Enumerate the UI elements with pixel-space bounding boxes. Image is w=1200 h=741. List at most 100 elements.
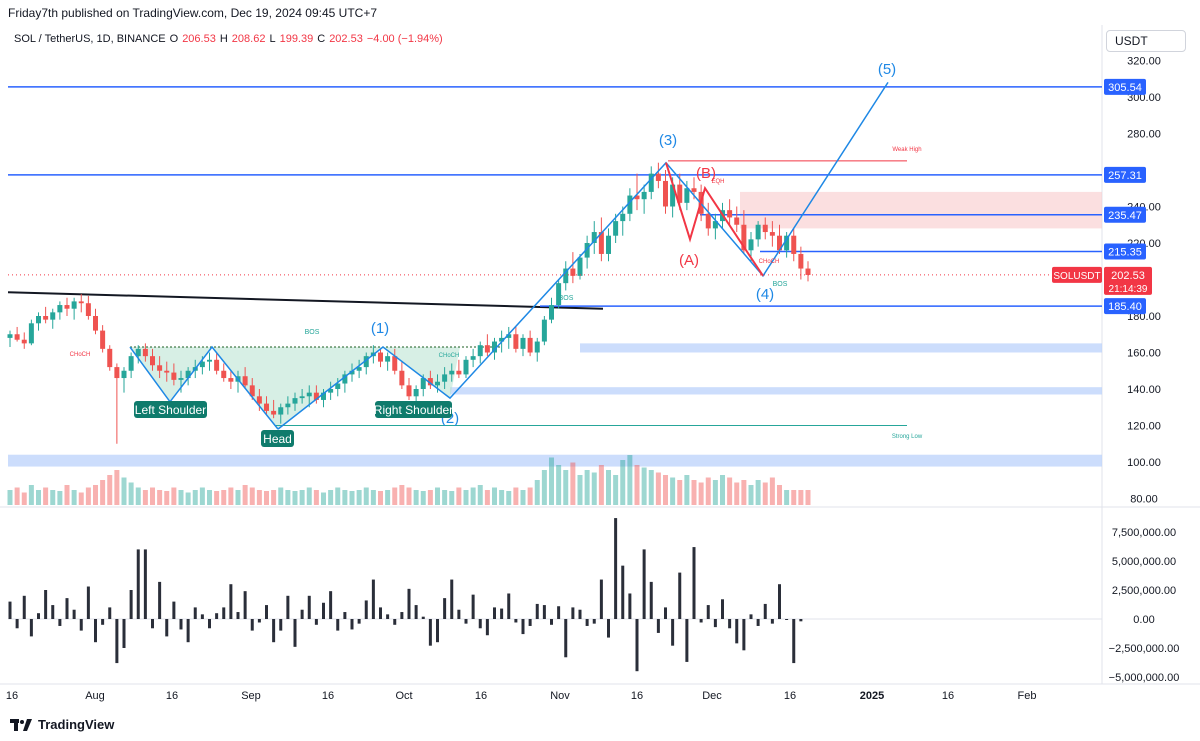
candle-body [606, 235, 611, 254]
candle-body [413, 389, 419, 397]
volume-bar [192, 490, 198, 505]
volume-bar [85, 487, 91, 505]
candle-body [513, 334, 519, 349]
candle-body [256, 396, 262, 404]
candle-body [563, 268, 569, 284]
volume-bar [634, 465, 640, 505]
volume-bar [306, 487, 312, 505]
candle-body [712, 221, 718, 229]
volume-bar [50, 490, 56, 505]
oscillator-bar [229, 584, 233, 619]
volume-bar [363, 487, 369, 505]
candle-body [734, 217, 740, 225]
corrective-wave-label: (A) [679, 252, 699, 269]
volume-bar [207, 490, 212, 505]
volume-bar [527, 487, 533, 505]
tradingview-logo[interactable]: TradingView [10, 717, 114, 732]
volume-bar [335, 487, 341, 505]
level-tag-bg [1104, 78, 1146, 95]
oscillator-bar [22, 595, 26, 619]
volume-bar [406, 487, 412, 505]
volume-bar [378, 491, 383, 505]
candle-body [71, 301, 77, 309]
oscillator-bar [656, 619, 660, 633]
oscillator-bar [407, 588, 411, 619]
volume-bar [798, 490, 804, 505]
currency-selector[interactable]: USDT [1106, 30, 1186, 52]
candle-body [534, 341, 540, 353]
candle-body [748, 239, 754, 251]
candle-body [78, 301, 84, 304]
oscillator-bar [614, 518, 618, 619]
oscillator-bar [200, 614, 204, 619]
volume-bar [705, 477, 711, 505]
oscillator-bar [635, 619, 639, 672]
volume-bar [285, 490, 291, 505]
volume-bar [670, 477, 676, 505]
volume-bar [21, 492, 27, 505]
oscillator-bar [350, 619, 354, 630]
tradingview-logo-icon [10, 718, 32, 731]
time-axis-tick: Aug [85, 690, 105, 702]
candle-body [249, 385, 255, 397]
candle-body [570, 268, 576, 276]
oscillator-bar [535, 603, 539, 619]
time-axis-tick: 2025 [860, 690, 884, 702]
close-value: 202.53 [329, 33, 363, 45]
candle-body [705, 213, 711, 229]
time-axis-tick: Nov [550, 690, 570, 702]
volume-bar [164, 491, 170, 505]
candle-body [435, 381, 440, 386]
oscillator-bar [742, 619, 746, 651]
oscillator-bar [685, 619, 689, 662]
candle-body [727, 210, 733, 218]
oscillator-bar [172, 601, 176, 619]
candle-body [128, 356, 134, 371]
candle-body [655, 173, 661, 181]
level-tag: 185.40 [1108, 301, 1142, 313]
volume-bar [43, 487, 49, 505]
wave-label: (1) [371, 320, 389, 337]
volume-bar [784, 490, 790, 505]
oscillator-bar [314, 619, 318, 625]
pattern-path [129, 345, 279, 430]
candle-body [648, 173, 654, 192]
oscillator-bar [265, 605, 268, 619]
descending-trendline [7, 291, 604, 310]
time-axis-tick: 16 [322, 690, 334, 702]
oscillator-bar [165, 619, 169, 637]
oscillator-bar [642, 549, 646, 619]
volume-bar [178, 490, 184, 505]
footer-brand: TradingView [38, 717, 115, 732]
candle-body [392, 356, 398, 371]
candle-body [321, 392, 326, 400]
symbol-name[interactable]: SOL / TetherUS, 1D, BINANCE [14, 33, 166, 45]
oscillator-bar [400, 612, 404, 619]
candle-body [214, 359, 220, 371]
candle-body [278, 407, 284, 415]
lower-axis-tick: 7,500,000.00 [1112, 527, 1176, 539]
oscillator-bar [286, 595, 290, 619]
oscillator-bar [713, 619, 717, 628]
oscillator-bar [671, 619, 675, 646]
oscillator-bar [236, 612, 240, 619]
structure-label: CHoCH [70, 352, 91, 358]
candle-body [164, 370, 170, 373]
volume-bar [755, 480, 761, 505]
oscillator-bar [8, 601, 12, 619]
oscillator-bar [564, 619, 568, 658]
oscillator-bar [664, 607, 667, 619]
oscillator-bar [193, 607, 197, 619]
volume-bar [36, 490, 41, 505]
volume-bar [71, 490, 77, 505]
close-label: C [317, 33, 326, 45]
oscillator-bar [592, 619, 596, 624]
last-price-symbol-bg [1052, 266, 1102, 283]
oscillator-bar [706, 605, 710, 619]
volume-bar [741, 480, 747, 505]
volume-bar [278, 487, 284, 505]
volume-bar [427, 490, 433, 505]
oscillator-bar [371, 579, 375, 619]
candle-body [64, 305, 70, 309]
